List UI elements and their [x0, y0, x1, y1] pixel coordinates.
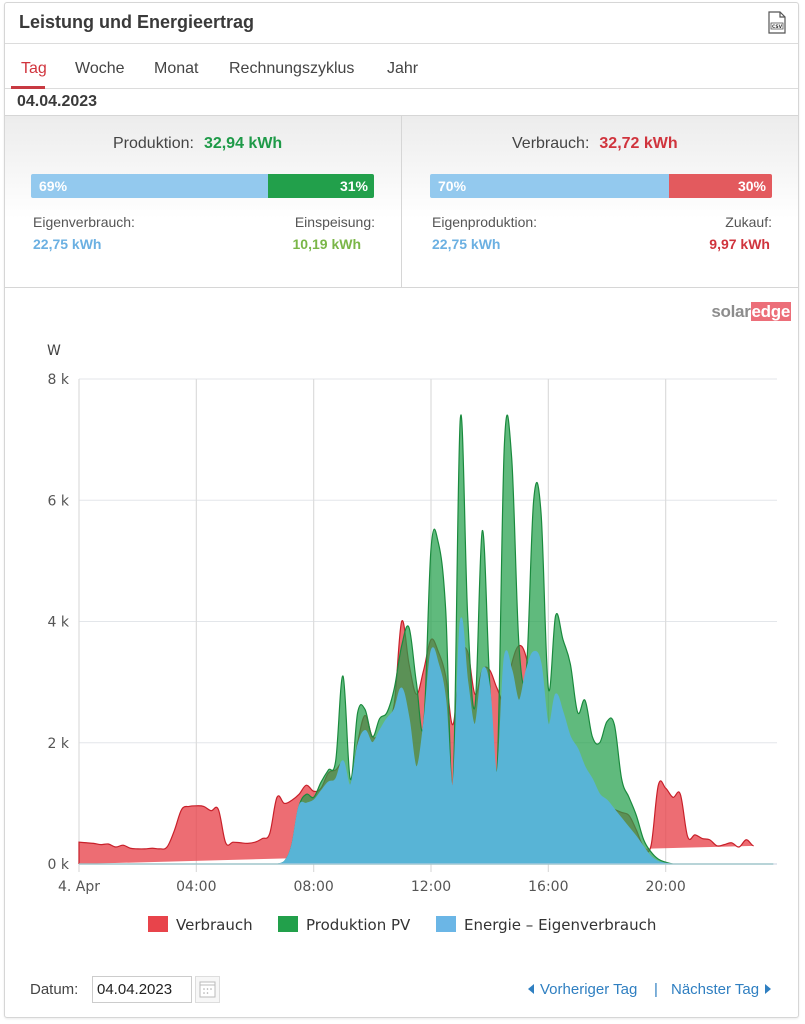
y-tick-label: 2 k	[48, 736, 70, 752]
consumption-share-bar: 70% 30%	[430, 174, 772, 198]
y-axis-label: W	[47, 343, 61, 359]
panel-header: Leistung und Energieertrag CSV	[5, 3, 798, 44]
legend-label-eigenverbrauch: Energie – Eigenverbrauch	[464, 916, 657, 934]
x-tick-label: 08:00	[293, 879, 333, 895]
production-summary: Produktion: 32,94 kWh 69% 31% Eigenverbra…	[5, 116, 401, 287]
legend-swatch-produktion	[278, 916, 298, 932]
legend-item-verbrauch[interactable]: Verbrauch	[148, 916, 253, 934]
chart-legend: Verbrauch Produktion PV Energie – Eigenv…	[0, 916, 805, 938]
production-share-bar: 69% 31%	[31, 174, 374, 198]
production-title: Produktion: 32,94 kWh	[113, 135, 282, 153]
chart-axes: 0 k 2 k 4 k 6 k 8 k 4. Apr 04:00 08:00 12:00 16:0…	[47, 343, 777, 895]
logo-part-solar: solar	[711, 302, 751, 321]
legend-label-verbrauch: Verbrauch	[176, 916, 253, 934]
consumption-title: Verbrauch: 32,72 kWh	[512, 135, 678, 153]
selected-date: 04.04.2023	[17, 93, 98, 110]
date-label: Datum:	[30, 981, 79, 998]
consumption-label: Verbrauch:	[512, 135, 590, 152]
feed-in-value: 10,19 kWh	[292, 236, 361, 252]
nav-separator: |	[654, 981, 658, 998]
consumption-value: 32,72 kWh	[599, 135, 678, 152]
purchase-label: Zukauf:	[725, 214, 772, 230]
y-tick-label: 8 k	[48, 372, 70, 388]
legend-swatch-verbrauch	[148, 916, 168, 932]
previous-day-label: Vorheriger Tag	[540, 981, 638, 998]
panel-title: Leistung und Energieertrag	[19, 12, 255, 32]
self-consumption-value: 22,75 kWh	[33, 236, 102, 252]
x-tick-label: 20:00	[645, 879, 685, 895]
y-tick-label: 6 k	[48, 493, 70, 509]
tab-monat[interactable]: Monat	[154, 60, 199, 77]
active-tab-indicator	[11, 86, 45, 89]
caret-left-icon	[528, 984, 534, 994]
y-tick-label: 0 k	[48, 857, 70, 873]
csv-file-icon[interactable]: CSV	[768, 11, 786, 34]
production-value: 32,94 kWh	[203, 135, 283, 152]
summary-divider	[401, 116, 402, 287]
period-tabs: Tag Woche Monat Rechnungszyklus Jahr	[5, 44, 798, 89]
tab-tag[interactable]: Tag	[21, 60, 47, 77]
y-tick-label: 4 k	[48, 615, 70, 631]
previous-day-link[interactable]: Vorheriger Tag	[528, 981, 637, 998]
self-production-share: 70%	[430, 174, 670, 198]
logo-part-edge: edge	[750, 302, 791, 321]
next-day-label: Nächster Tag	[671, 981, 760, 998]
calendar-icon[interactable]	[195, 976, 220, 1003]
date-input[interactable]	[92, 976, 192, 1003]
legend-item-eigenverbrauch[interactable]: Energie – Eigenverbrauch	[436, 916, 656, 934]
x-tick-label: 4. Apr	[58, 879, 100, 895]
tab-rechnungszyklus[interactable]: Rechnungszyklus	[229, 60, 355, 77]
svg-text:CSV: CSV	[772, 24, 783, 30]
self-production-label: Eigenproduktion:	[432, 214, 538, 230]
purchase-value: 9,97 kWh	[709, 236, 770, 252]
x-tick-label: 16:00	[528, 879, 568, 895]
tab-jahr[interactable]: Jahr	[387, 60, 419, 77]
purchase-share: 30%	[669, 174, 772, 198]
self-consumption-share: 69%	[31, 174, 268, 198]
feed-in-label: Einspeisung:	[294, 214, 375, 230]
self-production-value: 22,75 kWh	[432, 236, 501, 252]
tab-woche[interactable]: Woche	[75, 60, 125, 77]
consumption-summary: Verbrauch: 32,72 kWh 70% 30% Eigenprodukt…	[402, 116, 798, 287]
power-chart: 0 k 2 k 4 k 6 k 8 k 4. Apr 04:00 08:00 12:00 16:0…	[47, 343, 777, 895]
summary-section: Produktion: 32,94 kWh 69% 31% Eigenverbra…	[5, 115, 798, 288]
chart-areas	[78, 414, 774, 865]
x-tick-label: 04:00	[176, 879, 216, 895]
solaredge-logo: solaredge	[711, 302, 791, 322]
legend-item-produktion[interactable]: Produktion PV	[278, 916, 410, 934]
next-day-link[interactable]: Nächster Tag	[671, 981, 772, 998]
feed-in-share: 31%	[267, 174, 374, 198]
legend-label-produktion: Produktion PV	[306, 916, 411, 934]
x-tick-label: 12:00	[411, 879, 451, 895]
production-label: Produktion:	[113, 135, 194, 152]
legend-swatch-eigenverbrauch	[436, 916, 456, 932]
caret-right-icon	[765, 984, 772, 994]
self-consumption-label: Eigenverbrauch:	[33, 214, 135, 230]
